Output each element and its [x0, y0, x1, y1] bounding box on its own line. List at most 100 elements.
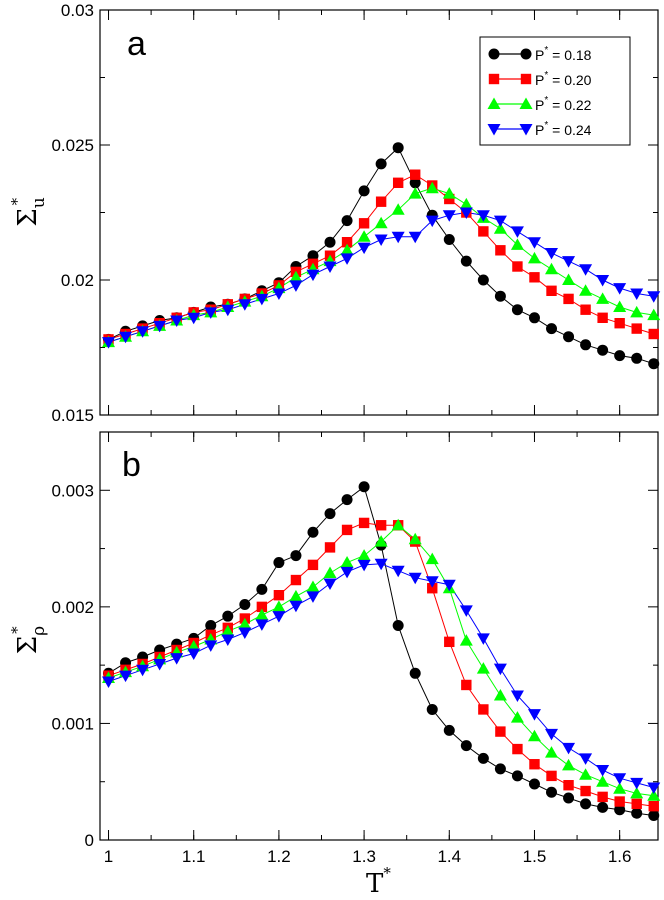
svg-text:Σu*: Σu*	[8, 197, 49, 226]
data-point-3	[102, 676, 116, 688]
x-tick-label: 1.4	[437, 847, 461, 866]
data-point-0	[341, 494, 353, 506]
data-point-3	[255, 619, 269, 631]
data-point-2	[647, 308, 661, 321]
data-point-2	[272, 600, 286, 612]
data-point-3	[357, 559, 371, 572]
data-point-3	[187, 312, 201, 325]
data-point-1	[512, 261, 523, 272]
data-point-3	[289, 600, 303, 613]
data-point-0	[528, 312, 540, 324]
data-point-3	[647, 291, 661, 303]
data-point-0	[597, 801, 609, 813]
data-point-0	[648, 358, 660, 370]
panel-a-series-lines	[108, 146, 654, 365]
data-point-3	[459, 605, 473, 617]
data-point-2	[289, 270, 303, 283]
data-point-2	[238, 617, 252, 630]
data-point-1	[375, 520, 387, 531]
data-point-1	[495, 245, 506, 256]
x-tick-label: 1.6	[608, 847, 632, 866]
data-point-0	[648, 810, 660, 822]
data-point-2	[408, 532, 422, 545]
data-point-2	[459, 197, 473, 210]
data-point-0	[375, 158, 387, 170]
data-point-1	[273, 590, 285, 601]
data-point-2	[596, 775, 610, 787]
data-point-1	[324, 542, 336, 553]
series-line-3	[108, 211, 654, 343]
data-point-2	[255, 608, 269, 621]
panel-b-axis-ticks: 1 1.1 1.2 1.3 1.4 1.5 1.6 0 0.001 0.002 0.003	[51, 432, 658, 866]
data-point-0	[563, 792, 575, 804]
data-point-0	[256, 583, 268, 595]
data-point-1	[444, 636, 455, 648]
data-point-3	[391, 565, 405, 578]
data-point-2	[391, 518, 405, 531]
data-point-2	[340, 243, 354, 256]
data-point-3	[442, 210, 456, 222]
y-tick-label: 0	[85, 831, 94, 850]
panel-b-series-markers	[102, 481, 661, 822]
legend: P* = 0.18 P* = 0.20 P* = 0.22 P* = 0.24	[479, 36, 631, 146]
data-point-0	[477, 752, 489, 764]
data-point-1	[563, 293, 574, 305]
data-point-0	[477, 274, 489, 286]
x-axis-title-sup: *	[383, 864, 391, 882]
legend-marker	[488, 48, 500, 60]
data-point-2	[340, 556, 354, 568]
data-point-2	[596, 292, 610, 304]
x-axis-title: T*	[366, 864, 391, 899]
data-point-3	[204, 307, 218, 319]
data-point-2	[221, 624, 235, 637]
data-point-0	[580, 798, 592, 810]
data-point-2	[579, 768, 593, 780]
panel-b-ylabel: Σρ*	[8, 626, 49, 654]
data-point-1	[563, 780, 574, 791]
data-point-3	[493, 215, 507, 228]
legend-marker	[488, 73, 500, 85]
data-point-1	[597, 791, 608, 803]
data-point-0	[205, 620, 217, 632]
data-point-3	[647, 782, 661, 795]
legend-entry-label: P* = 0.20	[535, 70, 592, 88]
data-point-3	[442, 579, 456, 592]
data-point-0	[426, 703, 438, 715]
x-tick-label: 1.3	[352, 847, 376, 866]
data-point-0	[307, 526, 319, 538]
data-point-0	[290, 550, 302, 562]
x-tick-label: 1.5	[523, 847, 547, 866]
data-point-2	[425, 552, 439, 565]
data-point-3	[289, 280, 303, 292]
data-point-2	[408, 187, 422, 199]
data-point-3	[425, 215, 439, 228]
x-tick-label: 1	[104, 847, 113, 866]
y-tick-label: 0.025	[51, 136, 94, 155]
data-point-0	[341, 215, 353, 227]
data-point-2	[545, 262, 559, 275]
data-point-0	[443, 234, 455, 245]
data-point-2	[579, 284, 593, 296]
y-tick-label: 0.015	[51, 406, 94, 425]
data-point-3	[613, 773, 627, 785]
data-point-3	[221, 634, 235, 646]
legend-marker	[520, 73, 532, 85]
legend-box	[479, 36, 631, 146]
data-point-1	[614, 796, 625, 807]
data-point-2	[357, 230, 371, 242]
data-point-3	[340, 566, 354, 579]
data-point-0	[460, 740, 472, 752]
panel-a-ylabel-sup: *	[8, 197, 26, 205]
data-point-1	[478, 226, 489, 237]
svg-text:Σρ*: Σρ*	[8, 626, 49, 654]
data-point-2	[527, 251, 541, 264]
data-point-2	[425, 181, 439, 194]
y-tick-label: 0.02	[61, 271, 94, 290]
data-point-1	[495, 726, 506, 737]
panel-a-ylabel: Σu*	[8, 197, 49, 226]
data-point-3	[374, 558, 388, 571]
data-point-3	[545, 248, 559, 260]
data-point-3	[527, 709, 541, 721]
